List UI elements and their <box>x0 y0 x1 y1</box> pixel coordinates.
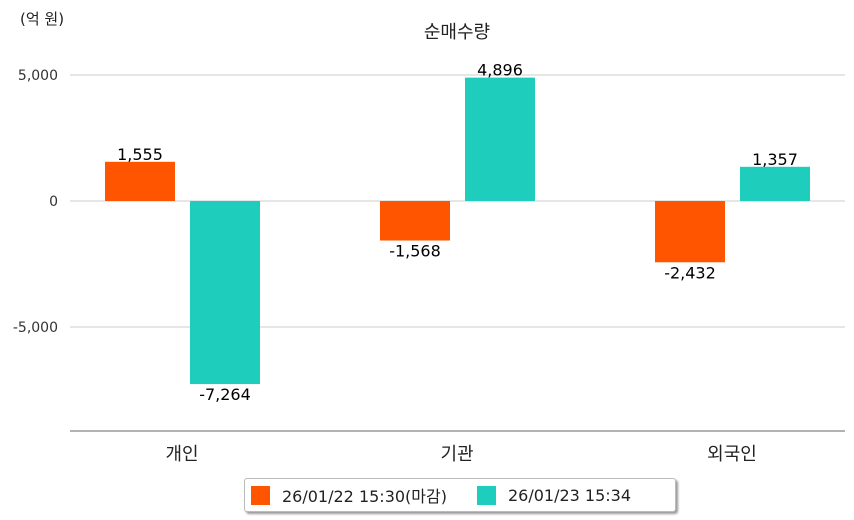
legend-label: 26/01/22 15:30(마감) <box>282 487 447 506</box>
bar-series-1 <box>655 201 725 263</box>
bar-series-1 <box>105 161 175 201</box>
y-tick-label: 0 <box>49 194 58 210</box>
y-tick-label: -5,000 <box>13 320 58 336</box>
x-tick-label: 외국인 <box>707 444 757 465</box>
bar-series-2 <box>465 77 535 201</box>
x-tick-label: 개인 <box>165 444 198 465</box>
bar-series-2 <box>190 201 260 385</box>
data-label: 4,896 <box>477 61 523 80</box>
data-label: -7,264 <box>199 385 251 404</box>
legend-item-series-1[interactable]: 26/01/22 15:30(마감) <box>245 483 447 507</box>
data-label: 1,357 <box>752 150 798 169</box>
y-tick-label: 5,000 <box>18 68 58 84</box>
chart-title: 순매수량 <box>424 22 490 43</box>
y-axis-unit-label: (억 원) <box>20 10 64 28</box>
bar-chart: (억 원) 순매수량 5,000 0 -5,000 1,555 -7,264 -1,56… <box>13 10 845 465</box>
bar-series-1 <box>380 201 450 241</box>
data-label: -1,568 <box>389 242 441 261</box>
legend-item-series-2[interactable]: 26/01/23 15:34 <box>471 485 632 505</box>
legend-swatch-teal <box>476 485 496 505</box>
data-label: -2,432 <box>664 263 716 282</box>
legend-label: 26/01/23 15:34 <box>507 485 632 505</box>
x-tick-label: 기관 <box>440 444 473 465</box>
bar-series-2 <box>740 166 810 201</box>
data-label: 1,555 <box>117 145 163 164</box>
legend-swatch-orange <box>251 485 270 505</box>
legend: 26/01/22 15:30(마감) 26/01/23 15:34 <box>244 478 676 512</box>
